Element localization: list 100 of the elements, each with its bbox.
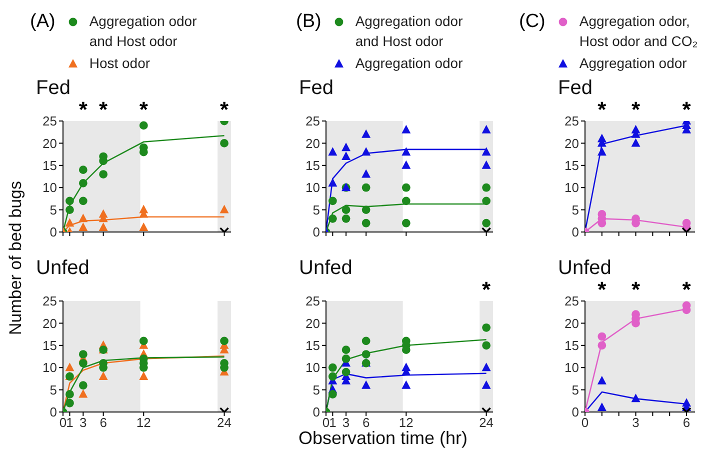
y-tick-label: 5 [50,382,57,398]
point [139,336,148,346]
x-tick-label: 6 [100,415,107,430]
y-tick-label: 20 [42,136,57,151]
y-tick-label: 5 [572,202,579,218]
y-tick-label: 0 [50,224,57,240]
y-tick-label: 20 [306,136,320,151]
point [98,371,108,380]
point [482,147,491,156]
x-tick-label: 6 [682,415,690,430]
chart-title: Unfed [558,257,612,280]
y-tick-label: 0 [312,224,320,240]
y-tick-label: 0 [312,404,320,420]
y-tick-label: 0 [572,224,579,240]
point [66,398,74,408]
annotation: * [481,277,492,302]
point [402,147,411,156]
point [342,368,350,376]
point [328,214,337,223]
point [342,142,351,152]
annotation: * [138,97,149,122]
point [328,196,337,206]
legend-title: (B) [296,11,322,34]
y-tick-label: 25 [42,294,57,309]
y-tick-label: 10 [42,360,57,376]
point [402,183,410,192]
point [402,160,411,169]
point [482,341,491,350]
y-tick-label: 15 [306,338,320,354]
x-tick-label: 24 [217,415,232,430]
y-tick-label: 15 [306,158,320,174]
point [139,222,148,232]
y-tick-label: 5 [50,202,57,218]
x-tick-label: 3 [342,415,350,430]
point [342,206,350,214]
annotation: * [596,97,608,122]
legend-title: (A) [30,11,56,34]
point [78,166,88,174]
point [598,332,606,341]
point [597,376,606,384]
point [328,147,338,156]
x-tick-label: 0 [59,415,67,430]
point [98,222,108,232]
point [362,350,370,358]
x-tick-label: 1 [329,415,336,430]
point [362,147,371,156]
x-tick-label: 12 [398,415,414,430]
point [65,218,74,227]
legend-label: Aggregation odor, Host odor and CO₂ [579,12,699,51]
y-tick-label: 10 [42,180,57,196]
point [402,124,411,134]
point [482,160,491,169]
point [78,222,88,232]
legend-label: Aggregation odor [579,54,688,73]
annotation: * [98,97,109,122]
chart-title: Fed [36,77,70,100]
y-tick-label: 15 [564,158,579,174]
point [328,178,338,187]
point [78,214,88,222]
point [402,380,411,389]
x-tick-label: 6 [362,415,370,430]
y-tick-label: 15 [42,158,57,174]
annotation: * [630,277,642,302]
point [65,362,74,372]
annotation: * [596,277,608,302]
annotation: * [78,97,88,122]
point [220,336,228,346]
chart-title: Unfed [36,257,90,280]
point [342,346,350,354]
point [342,214,350,223]
point [631,394,640,402]
y-tick-label: 25 [42,114,57,129]
point [139,121,148,130]
point [328,372,337,381]
point [362,169,371,178]
point [362,336,370,346]
point [78,350,88,358]
annotation: * [218,97,230,122]
y-tick-label: 20 [306,316,320,331]
legend-label: Host odor [89,54,152,73]
x-tick-label: 0 [322,415,330,430]
y-tick-label: 20 [42,316,57,331]
annotation: * [681,97,692,122]
y-tick-label: 20 [564,316,579,331]
point [362,183,370,192]
point [362,129,371,138]
point [597,147,606,156]
x-tick-label: 12 [136,415,151,430]
point [66,206,74,214]
point [342,152,351,160]
point [78,389,88,398]
y-tick-label: 5 [572,382,579,398]
y-tick-label: 10 [564,360,579,376]
y-tick-label: 10 [564,180,579,196]
point [99,170,108,178]
y-axis-title: Number of bed bugs [6,180,26,338]
legend-title: (C) [519,11,546,34]
point [220,139,228,148]
point [139,371,148,380]
y-tick-label: 20 [564,136,579,151]
